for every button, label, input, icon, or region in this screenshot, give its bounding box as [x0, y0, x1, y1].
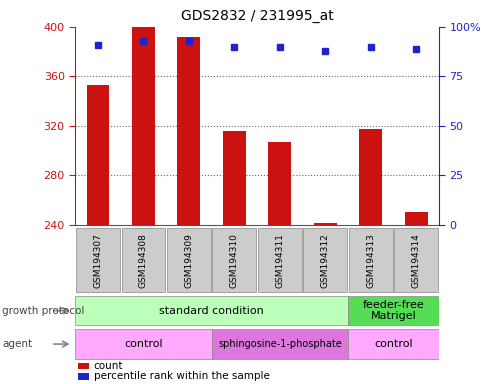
Bar [393, 228, 437, 293]
Bar [303, 228, 347, 293]
Bar [78, 373, 89, 379]
Text: GSM194308: GSM194308 [138, 233, 148, 288]
Text: sphingosine-1-phosphate: sphingosine-1-phosphate [217, 339, 341, 349]
Bar [359, 129, 381, 225]
Text: growth protocol: growth protocol [2, 306, 85, 316]
Bar [75, 296, 347, 326]
Text: GSM194313: GSM194313 [365, 233, 375, 288]
Text: count: count [93, 361, 123, 371]
Bar [268, 142, 290, 225]
Text: GSM194314: GSM194314 [411, 233, 420, 288]
Bar [313, 223, 336, 225]
Text: standard condition: standard condition [159, 306, 263, 316]
Bar [347, 329, 438, 359]
Bar [132, 27, 154, 225]
Bar [86, 85, 109, 225]
Bar [257, 228, 301, 293]
Bar [78, 362, 89, 369]
Bar [404, 212, 427, 225]
Bar [211, 329, 347, 359]
Text: GSM194311: GSM194311 [275, 233, 284, 288]
Bar [177, 37, 200, 225]
Bar [347, 296, 438, 326]
Text: percentile rank within the sample: percentile rank within the sample [93, 371, 269, 381]
Text: GSM194309: GSM194309 [184, 233, 193, 288]
Text: control: control [124, 339, 162, 349]
Text: GSM194312: GSM194312 [320, 233, 329, 288]
Text: GSM194307: GSM194307 [93, 233, 102, 288]
Bar [223, 131, 245, 225]
Bar [212, 228, 256, 293]
Title: GDS2832 / 231995_at: GDS2832 / 231995_at [181, 9, 333, 23]
Text: control: control [373, 339, 412, 349]
Text: agent: agent [2, 339, 32, 349]
Text: GSM194310: GSM194310 [229, 233, 238, 288]
Bar [76, 228, 120, 293]
Bar [121, 228, 165, 293]
Text: feeder-free
Matrigel: feeder-free Matrigel [362, 300, 424, 321]
Bar [75, 329, 211, 359]
Bar [166, 228, 210, 293]
Bar [348, 228, 392, 293]
